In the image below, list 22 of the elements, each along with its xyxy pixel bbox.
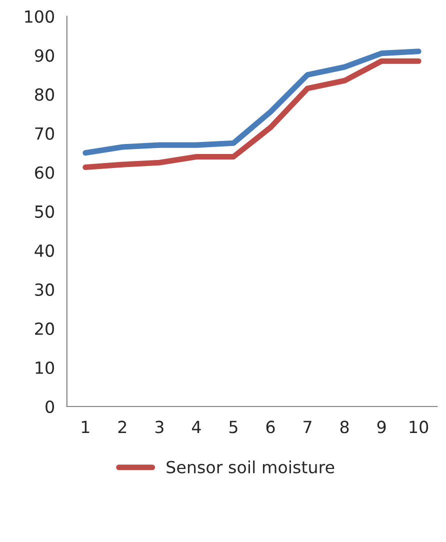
y-tick-label: 20 — [35, 322, 54, 336]
x-tick-label: 9 — [377, 420, 386, 434]
legend-label: Sensor soil moisture — [166, 460, 334, 474]
y-tick-label: 70 — [35, 127, 54, 140]
x-tick-label: 5 — [229, 420, 238, 434]
y-tick-label: 100 — [25, 10, 54, 23]
x-tick-label: 7 — [304, 420, 312, 434]
x-tick-label: 10 — [410, 420, 428, 434]
y-tick-label: 30 — [35, 283, 54, 296]
y-tick-label: 40 — [34, 244, 54, 257]
x-tick-label: 2 — [118, 420, 126, 434]
y-tick-label: 90 — [34, 49, 54, 62]
y-tick-label: 60 — [35, 166, 54, 179]
x-tick-label: 4 — [192, 420, 201, 434]
y-tick-label: 50 — [35, 205, 54, 218]
y-tick-label: 0 — [46, 400, 54, 414]
x-tick-label: 6 — [266, 420, 275, 434]
x-tick-label: 1 — [82, 420, 90, 434]
x-tick-label: 3 — [155, 420, 164, 434]
x-tick-label: 8 — [340, 420, 349, 434]
y-tick-label: 10 — [36, 361, 54, 374]
y-tick-label: 80 — [35, 88, 54, 101]
